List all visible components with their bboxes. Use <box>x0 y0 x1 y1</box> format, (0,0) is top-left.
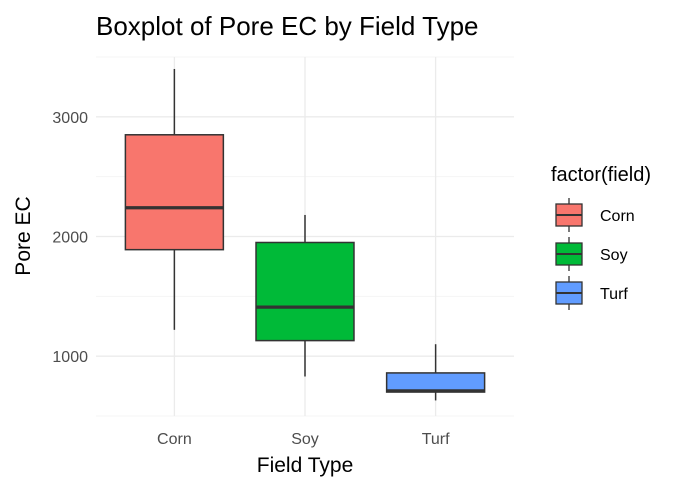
box-body <box>385 372 486 393</box>
x-tick-label: Turf <box>422 431 450 448</box>
legend-item-soy: Soy <box>555 237 628 271</box>
y-tick-label: 2000 <box>52 230 88 247</box>
y-axis-title: Pore EC <box>12 196 35 275</box>
legend-label: Turf <box>600 286 628 303</box>
legend-item-turf: Turf <box>555 276 628 310</box>
legend-title: factor(field) <box>551 164 651 186</box>
y-tick-label: 3000 <box>52 110 88 127</box>
boxes <box>124 68 486 401</box>
legend-item-corn: Corn <box>555 198 635 232</box>
box-body <box>124 134 225 251</box>
box-body <box>255 241 355 342</box>
legend-label: Soy <box>600 247 628 264</box>
box-soy <box>255 214 355 377</box>
x-tick-label: Soy <box>291 431 319 448</box>
x-axis-title: Field Type <box>257 454 354 477</box>
x-tick-label: Corn <box>157 431 192 448</box>
chart-title: Boxplot of Pore EC by Field Type <box>96 11 479 41</box>
box-turf <box>385 344 486 401</box>
legend: factor(field) Corn Soy Turf <box>551 164 651 310</box>
y-tick-label: 1000 <box>52 349 88 366</box>
legend-label: Corn <box>600 208 635 225</box>
box-corn <box>124 68 225 330</box>
tick-labels: 1000 2000 3000 Corn Soy Turf <box>52 110 450 448</box>
